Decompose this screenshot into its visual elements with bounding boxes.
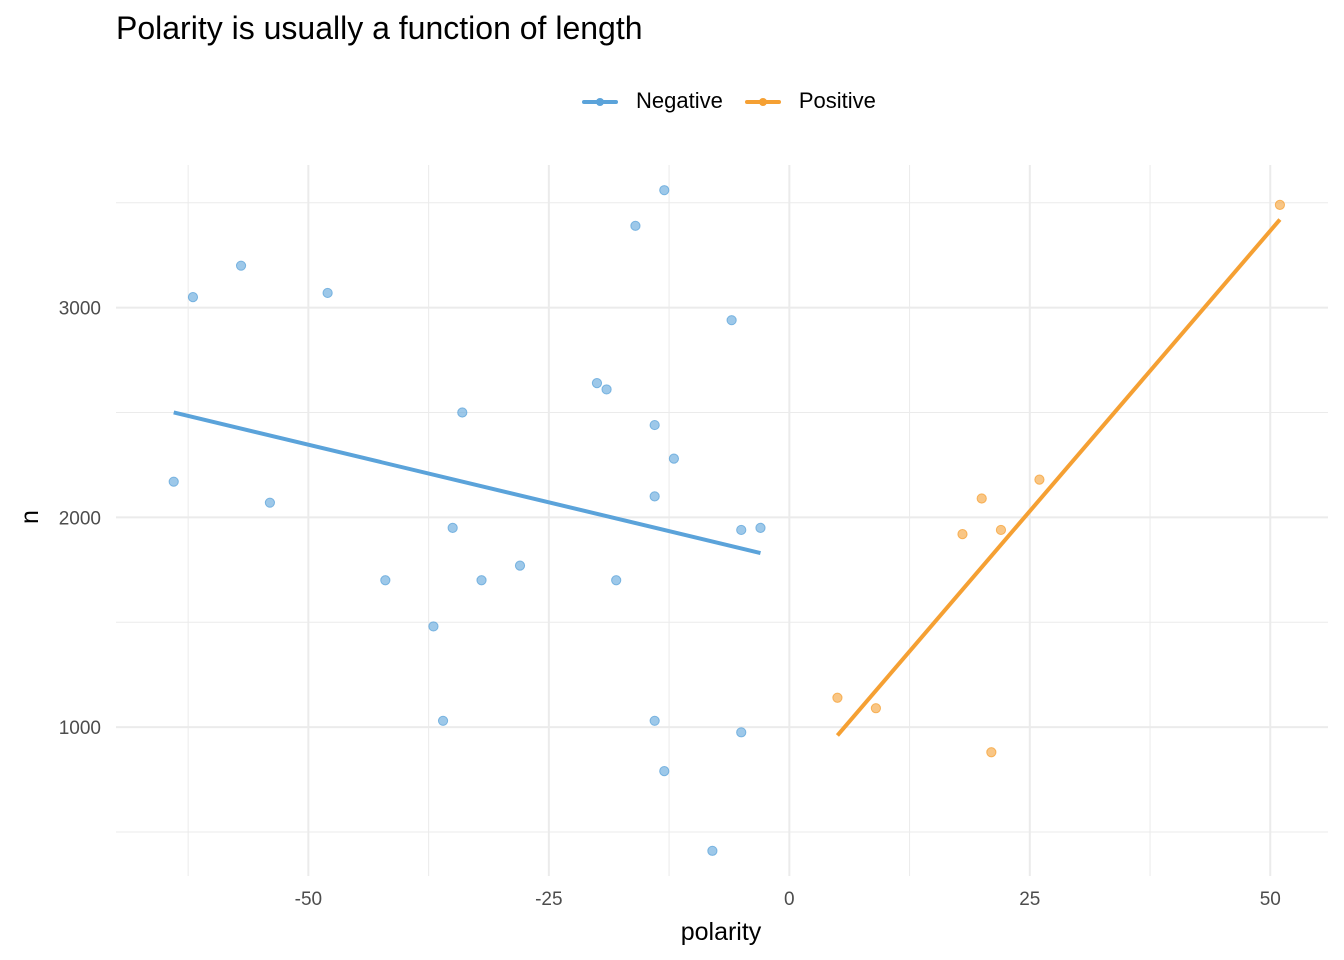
point-negative [659,766,670,777]
y-tick-label: 1000 [59,718,101,739]
series-layer [168,185,1286,856]
point-positive [995,524,1007,536]
y-axis-title: n [16,510,44,524]
point-negative [611,575,622,586]
x-tick-label: -50 [295,889,322,910]
point-negative [659,185,670,196]
legend: Negative Positive [580,86,896,116]
y-tick-label: 3000 [59,299,101,320]
point-negative [187,292,199,303]
x-tick-label: 0 [784,889,795,910]
point-negative [726,315,737,326]
point-negative [630,220,641,231]
point-positive [976,493,987,504]
series-positive [832,199,1286,758]
x-tick-label: 50 [1260,889,1281,910]
grid [116,165,1328,876]
point-negative [264,497,276,508]
point-negative [428,621,439,632]
y-tick-label: 2000 [59,508,101,529]
trend-line-negative [173,410,761,555]
point-positive [832,692,843,703]
point-negative [457,407,468,418]
point-negative [476,575,487,586]
x-axis-title: polarity [681,918,762,946]
point-negative [447,522,458,533]
legend-key-positive [743,91,783,111]
point-negative [755,522,766,533]
point-negative [437,715,449,726]
point-positive [1034,474,1045,485]
point-negative [235,260,247,271]
point-negative [380,575,391,586]
legend-item-positive: Positive [743,88,876,114]
point-negative [591,378,603,389]
trend-line-positive [835,218,1282,737]
tick-labels: -50 -25 0 25 50 1000 2000 3000 [59,299,1281,910]
point-negative [649,715,660,726]
series-negative [168,185,766,856]
point-positive [986,747,997,758]
legend-item-negative: Negative [580,88,723,114]
chart-title: Polarity is usually a function of length [116,10,643,46]
point-negative [601,384,612,395]
point-positive [870,703,882,714]
point-negative [668,453,680,464]
point-negative [649,419,660,431]
x-tick-label: -25 [535,889,562,910]
point-positive [1274,199,1286,210]
point-negative [649,491,660,502]
legend-key-negative [580,91,620,111]
point-negative [736,524,747,536]
point-negative [514,560,526,571]
point-negative [707,845,718,856]
legend-label-negative: Negative [636,88,723,113]
legend-label-positive: Positive [798,88,876,113]
point-negative [736,727,747,738]
x-tick-label: 25 [1019,889,1040,910]
point-positive [957,529,968,540]
point-negative [322,287,333,299]
point-negative [168,476,179,487]
